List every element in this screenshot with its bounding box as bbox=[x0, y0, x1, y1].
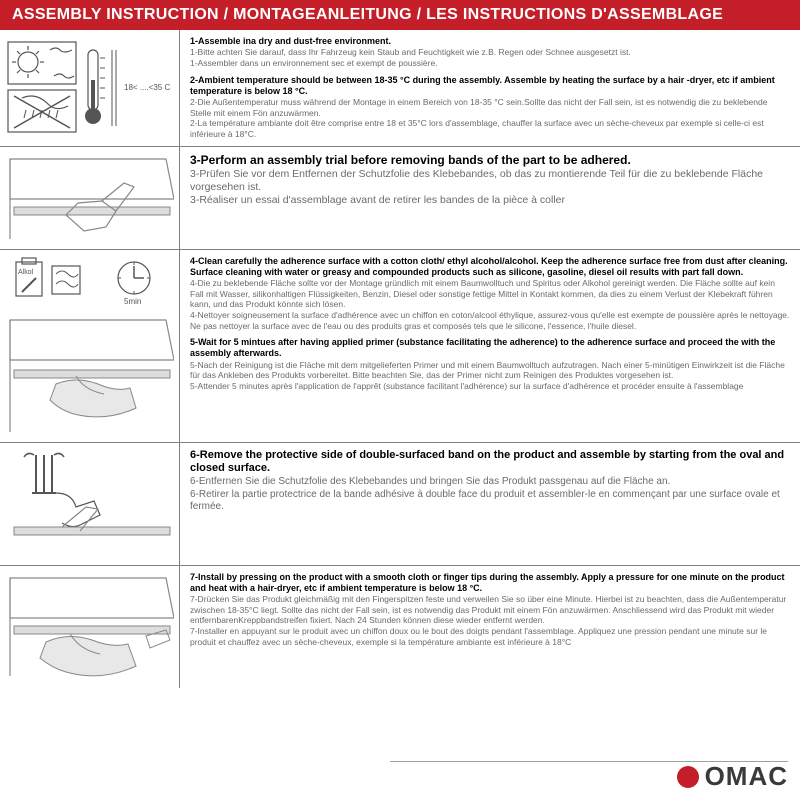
svg-text:18< ....<35 C: 18< ....<35 C bbox=[124, 83, 170, 92]
step1-de: 1-Bitte achten Sie darauf, dass Ihr Fahr… bbox=[190, 47, 790, 58]
remove-band-icon bbox=[6, 449, 174, 559]
illustration-3: Alkol 5min bbox=[0, 250, 180, 442]
step6-de: 6-Entfernen Sie die Schutzfolie des Kleb… bbox=[190, 476, 790, 489]
clean-icon: Alkol 5min bbox=[6, 256, 174, 436]
section-1: 18< ....<35 C 1-Assemble ina dry and dus… bbox=[0, 30, 800, 147]
step7-en: 7-Install by pressing on the product wit… bbox=[190, 572, 790, 595]
illustration-1: 18< ....<35 C bbox=[0, 30, 180, 146]
step2-fr: 2-La température ambiante doit être comp… bbox=[190, 118, 790, 139]
text-1: 1-Assemble ina dry and dust-free environ… bbox=[180, 30, 800, 146]
step1-en: 1-Assemble ina dry and dust-free environ… bbox=[190, 36, 790, 47]
env-temp-icon: 18< ....<35 C bbox=[6, 40, 174, 136]
section-4: 6-Remove the protective side of double-s… bbox=[0, 443, 800, 566]
section-3: Alkol 5min 4-Clean carefully the adheren… bbox=[0, 250, 800, 443]
step6-fr: 6-Retirer la partie protectrice de la ba… bbox=[190, 489, 790, 514]
step6-en: 6-Remove the protective side of double-s… bbox=[190, 449, 790, 477]
step3-fr: 3-Réaliser un essai d'assemblage avant d… bbox=[190, 194, 790, 207]
text-5: 7-Install by pressing on the product wit… bbox=[180, 566, 800, 688]
text-3: 4-Clean carefully the adherence surface … bbox=[180, 250, 800, 442]
illustration-4 bbox=[0, 443, 180, 565]
trial-icon bbox=[6, 153, 174, 243]
step7-de: 7-Drücken Sie das Produkt gleichmäßig mi… bbox=[190, 594, 790, 626]
step5-de: 5-Nach der Reinigung ist die Fläche mit … bbox=[190, 360, 790, 381]
section-2: 3-Perform an assembly trial before remov… bbox=[0, 147, 800, 250]
text-4: 6-Remove the protective side of double-s… bbox=[180, 443, 800, 565]
step2-de: 2-Die Außentemperatur muss während der M… bbox=[190, 97, 790, 118]
step4-de: 4-Die zu beklebende Fläche sollte vor de… bbox=[190, 278, 790, 310]
svg-text:5min: 5min bbox=[124, 297, 141, 306]
step4-en: 4-Clean carefully the adherence surface … bbox=[190, 256, 790, 279]
step7-fr: 7-Installer en appuyant sur le produit a… bbox=[190, 626, 790, 647]
step3-en: 3-Perform an assembly trial before remov… bbox=[190, 153, 790, 168]
illustration-5 bbox=[0, 566, 180, 688]
logo-dot-icon bbox=[677, 766, 699, 788]
header: ASSEMBLY INSTRUCTION / MONTAGEANLEITUNG … bbox=[0, 0, 800, 30]
svg-text:Alkol: Alkol bbox=[18, 269, 34, 276]
press-icon bbox=[6, 572, 174, 682]
logo-text: OMAC bbox=[705, 761, 788, 792]
step2-en: 2-Ambient temperature should be between … bbox=[190, 75, 790, 98]
step1-fr: 1-Assembler dans un environnement sec et… bbox=[190, 58, 790, 69]
logo: OMAC bbox=[677, 761, 788, 792]
step5-fr: 5-Attender 5 minutes après l'application… bbox=[190, 381, 790, 392]
section-5: 7-Install by pressing on the product wit… bbox=[0, 566, 800, 688]
step5-en: 5-Wait for 5 mintues after having applie… bbox=[190, 337, 790, 360]
step4-fr: 4-Nettoyer soigneusement la surface d'ad… bbox=[190, 310, 790, 331]
step3-de: 3-Prüfen Sie vor dem Entfernen der Schut… bbox=[190, 168, 790, 194]
text-2: 3-Perform an assembly trial before remov… bbox=[180, 147, 800, 249]
illustration-2 bbox=[0, 147, 180, 249]
